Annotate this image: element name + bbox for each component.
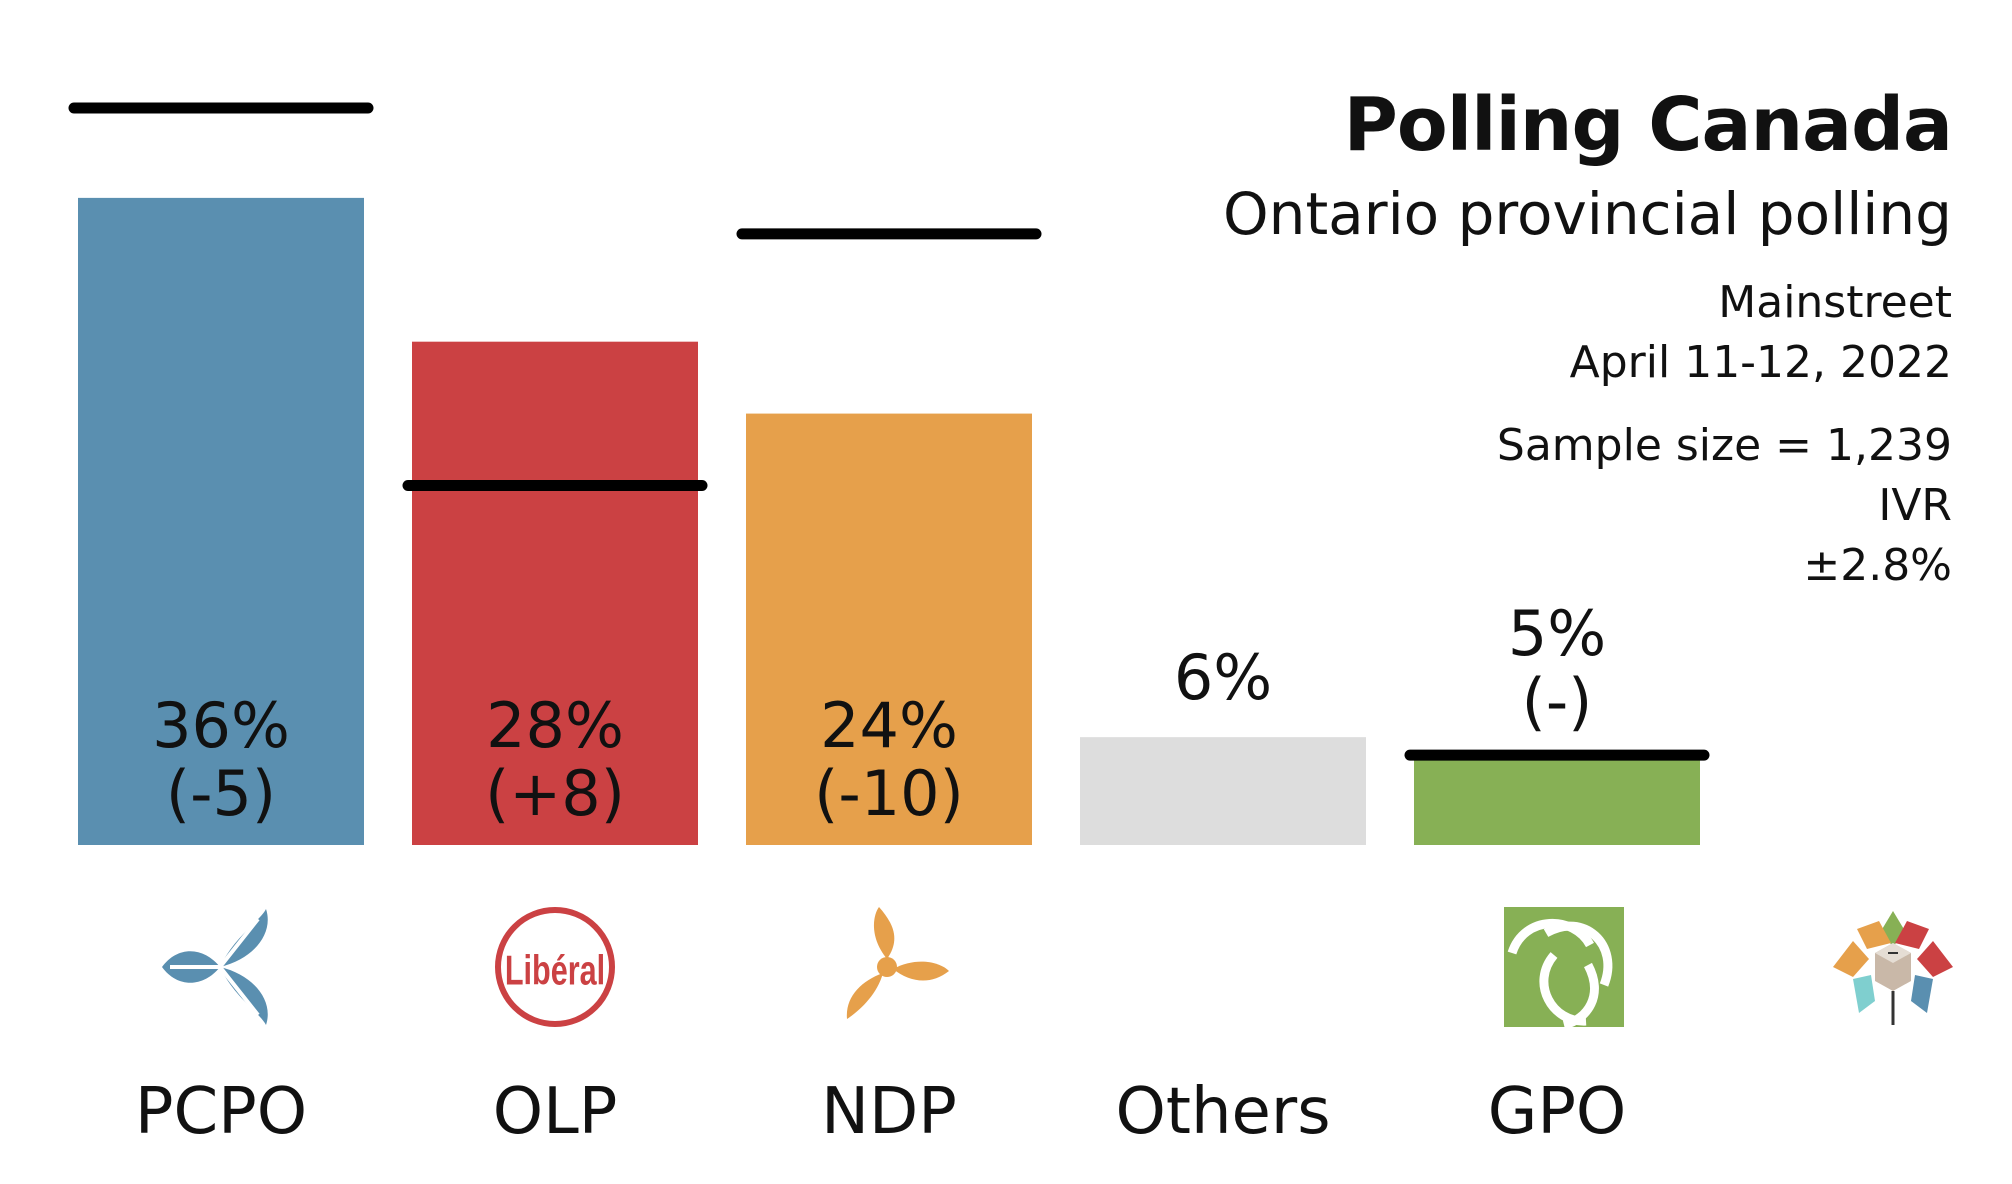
value-label-olp: 28%	[486, 689, 624, 762]
category-label-olp: OLP	[493, 1075, 618, 1149]
svg-text:Libéral: Libéral	[505, 947, 605, 994]
change-label-pcpo: (-5)	[166, 757, 276, 830]
change-label-ndp: (-10)	[814, 757, 964, 830]
change-label-gpo: (-)	[1522, 665, 1593, 738]
polling-canada-logo-icon	[1833, 911, 1953, 1025]
value-label-pcpo: 36%	[152, 689, 290, 762]
bar-pcpo	[78, 197, 364, 845]
margin-of-error: ±2.8%	[1803, 540, 1952, 591]
category-label-gpo: GPO	[1488, 1075, 1627, 1149]
value-label-others: 6%	[1174, 641, 1272, 714]
chart-subtitle: Ontario provincial polling	[1223, 180, 1952, 248]
bar-ndp	[746, 413, 1032, 845]
olp-liberal-logo-icon: Libéral	[495, 907, 615, 1027]
chart-title: Polling Canada	[1343, 82, 1953, 168]
sample-size: Sample size = 1,239	[1496, 420, 1952, 471]
gpo-logo-icon	[1504, 907, 1624, 1030]
poll-method: IVR	[1878, 480, 1952, 531]
value-label-gpo: 5%	[1508, 597, 1606, 670]
bar-others	[1080, 737, 1366, 845]
pcpo-trillium-icon	[162, 909, 268, 1025]
category-label-pcpo: PCPO	[135, 1075, 307, 1149]
bar-olp	[412, 341, 698, 845]
pollster-label: Mainstreet	[1718, 277, 1952, 328]
value-label-ndp: 24%	[820, 689, 958, 762]
poll-dates: April 11-12, 2022	[1569, 337, 1952, 388]
ndp-trillium-icon	[846, 907, 949, 1019]
change-label-olp: (+8)	[485, 757, 625, 830]
category-label-others: Others	[1115, 1075, 1330, 1149]
category-label-ndp: NDP	[821, 1075, 957, 1149]
bar-gpo	[1414, 755, 1700, 845]
